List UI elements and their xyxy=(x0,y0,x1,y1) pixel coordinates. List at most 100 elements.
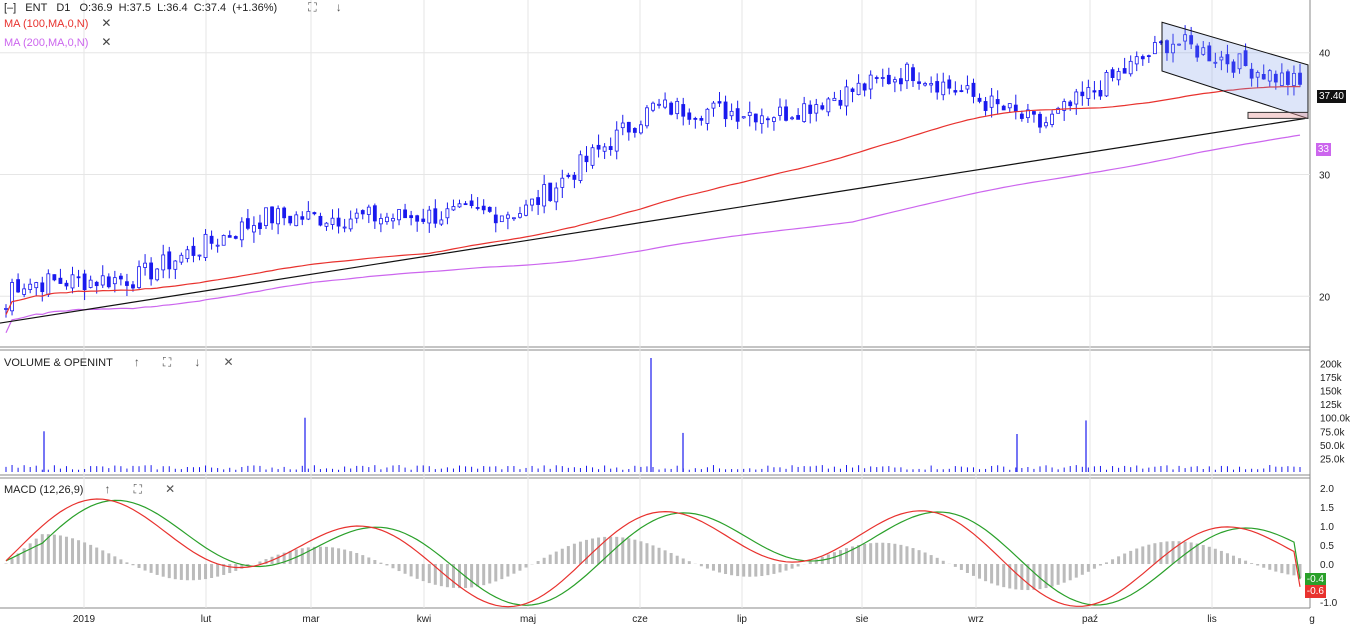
low-value: L:36.4 xyxy=(157,2,188,14)
macd-histogram-bar xyxy=(409,564,413,577)
macd-histogram-bar xyxy=(953,564,957,567)
interval-label: D1 xyxy=(56,2,71,14)
macd-histogram-bar xyxy=(482,564,486,586)
macd-histogram-bar xyxy=(524,564,528,568)
collapse-toggle[interactable]: [–] xyxy=(4,2,17,14)
y-tick-label: 20 xyxy=(1319,292,1331,303)
macd-histogram-bar xyxy=(385,564,389,566)
macd-histogram-bar xyxy=(718,564,722,573)
candle-body xyxy=(209,235,214,244)
candle-body xyxy=(602,146,607,152)
candle-body xyxy=(675,101,680,115)
macd-histogram-bar xyxy=(1056,564,1060,585)
macd-histogram-bar xyxy=(476,564,480,587)
volume-tick-label: 75.0k xyxy=(1320,427,1345,438)
candle-body xyxy=(917,81,921,84)
macd-histogram-bar xyxy=(1250,563,1254,564)
macd-histogram-bar xyxy=(663,550,667,564)
macd-histogram-bar xyxy=(754,564,758,577)
candle-body xyxy=(657,103,661,106)
macd-histogram-bar xyxy=(1141,546,1145,564)
candle-body xyxy=(1001,105,1006,111)
candle-body xyxy=(584,155,589,163)
arrow-up-icon[interactable]: ↑ xyxy=(104,482,111,496)
candle-body xyxy=(596,144,601,150)
volume-tick-label: 200k xyxy=(1320,359,1343,370)
expand-icon[interactable]: ⛶ xyxy=(308,0,317,14)
candle-body xyxy=(1213,61,1218,64)
candle-body xyxy=(1231,61,1236,73)
macd-histogram-bar xyxy=(77,540,81,564)
macd-histogram-bar xyxy=(917,550,921,564)
volume-header: VOLUME & OPENINT ↑ ⛶ ↓ ✕ xyxy=(4,355,240,370)
macd-histogram-bar xyxy=(681,558,685,564)
candle-body xyxy=(512,217,516,220)
candle-body xyxy=(1134,56,1139,65)
macd-histogram-bar xyxy=(578,541,582,564)
ma200-legend: MA (200,MA,0,N) ✕ xyxy=(4,35,117,50)
candle-body xyxy=(554,187,559,203)
macd-histogram-bar xyxy=(627,538,631,564)
candle-body xyxy=(826,98,831,113)
macd-histogram-bar xyxy=(651,545,655,564)
macd-histogram-bar xyxy=(687,561,691,564)
candle-body xyxy=(185,249,190,259)
macd-histogram-bar xyxy=(1002,564,1006,588)
candle-body xyxy=(1286,71,1290,85)
high-value: H:37.5 xyxy=(118,2,151,14)
macd-histogram-bar xyxy=(591,538,595,564)
candle-body xyxy=(487,206,492,212)
x-tick-label: 2019 xyxy=(73,614,96,625)
arrow-down-icon[interactable]: ↓ xyxy=(194,355,201,369)
macd-histogram-bar xyxy=(1280,564,1284,574)
candle-body xyxy=(197,254,202,257)
arrow-up-icon[interactable]: ↑ xyxy=(133,355,140,369)
macd-histogram-bar xyxy=(615,536,619,564)
candle-body xyxy=(693,117,698,120)
arrow-down-icon[interactable]: ↓ xyxy=(335,0,342,14)
macd-histogram-bar xyxy=(1117,556,1121,564)
x-tick-label: maj xyxy=(520,614,536,625)
macd-histogram-bar xyxy=(1231,555,1235,564)
volume-tick-label: 175k xyxy=(1320,373,1343,384)
expand-icon[interactable]: ⛶ xyxy=(162,355,172,369)
macd-histogram-bar xyxy=(451,564,455,588)
candle-body xyxy=(899,78,903,85)
close-icon[interactable]: ✕ xyxy=(165,482,176,496)
candle-body xyxy=(590,147,595,166)
candle-body xyxy=(1038,113,1042,128)
candle-body xyxy=(911,67,915,82)
macd-histogram-bar xyxy=(331,547,335,564)
close-icon[interactable]: ✕ xyxy=(223,355,234,369)
macd-tick-label: 0.5 xyxy=(1320,541,1334,552)
candle-body xyxy=(306,211,311,220)
candle-body xyxy=(1104,71,1109,97)
macd-histogram-bar xyxy=(971,564,975,576)
macd-histogram-bar xyxy=(984,564,988,582)
macd-histogram-bar xyxy=(639,541,643,564)
close-icon[interactable]: ✕ xyxy=(101,35,112,49)
close-icon[interactable]: ✕ xyxy=(101,16,112,30)
y-tick-label: 30 xyxy=(1319,171,1331,182)
candle-body xyxy=(1292,72,1296,86)
candle-body xyxy=(469,200,474,206)
macd-histogram-bar xyxy=(167,564,171,579)
candle-body xyxy=(173,260,178,270)
candle-body xyxy=(874,77,879,79)
candle-body xyxy=(1062,101,1067,111)
macd-histogram-bar xyxy=(1225,553,1229,564)
candle-body xyxy=(40,282,45,293)
macd-histogram-bar xyxy=(1165,541,1169,564)
price-channel xyxy=(1161,21,1309,120)
candle-body xyxy=(989,95,994,108)
macd-histogram-bar xyxy=(1111,559,1115,564)
volume-tick-label: 125k xyxy=(1320,400,1343,411)
candle-body xyxy=(947,79,952,89)
candle-body xyxy=(1171,43,1175,54)
macd-histogram-bar xyxy=(675,555,679,564)
expand-icon[interactable]: ⛶ xyxy=(133,482,143,496)
candle-body xyxy=(445,208,450,219)
candle-body xyxy=(493,214,498,224)
macd-histogram-bar xyxy=(542,557,546,564)
